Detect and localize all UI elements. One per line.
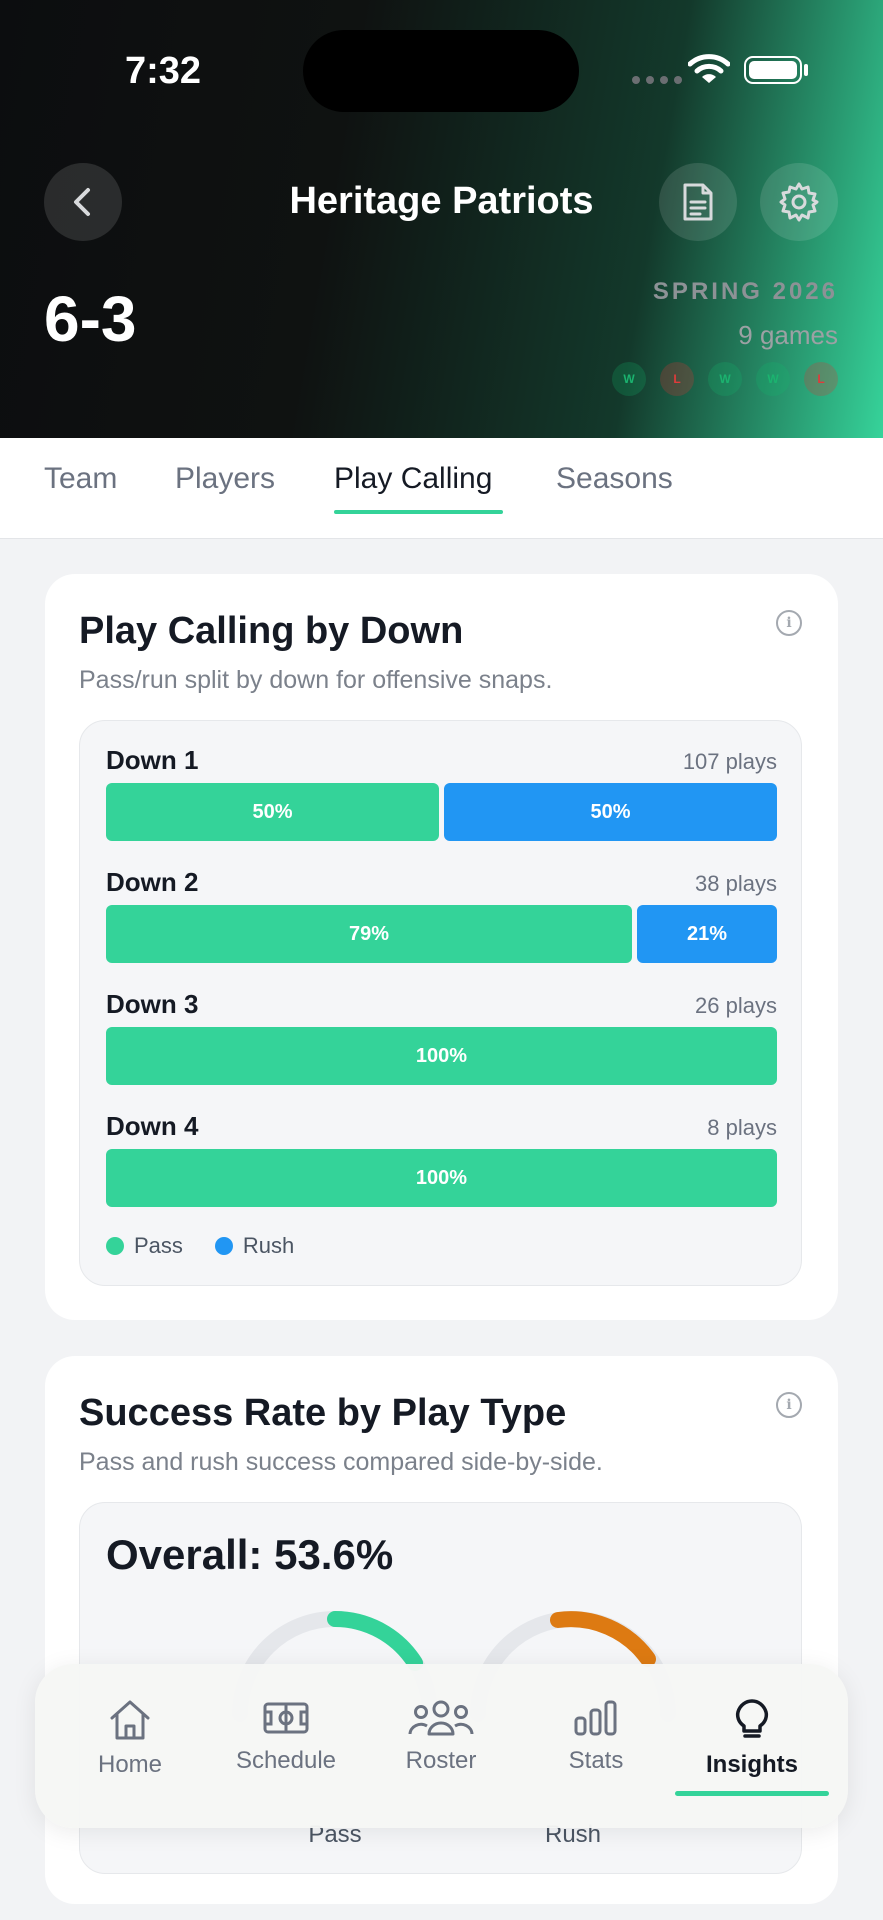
games-count: 9 games: [738, 320, 838, 350]
nav-home[interactable]: Home: [55, 1698, 205, 1779]
overall-success-rate: Overall: 53.6%: [106, 1531, 394, 1578]
bottom-tab-bar: Home Schedule Roster Stats: [35, 1664, 848, 1828]
info-icon[interactable]: i: [776, 1392, 802, 1418]
tab-team[interactable]: Team: [44, 462, 118, 495]
card-title: Success Rate by Play Type: [79, 1392, 567, 1434]
chart-legend: Pass Rush: [106, 1233, 294, 1259]
pass-bar: 100%: [106, 1027, 777, 1085]
pass-legend-dot: [106, 1237, 124, 1255]
nav-schedule[interactable]: Schedule: [211, 1698, 361, 1775]
play-calling-card: Play Calling by Down i Pass/run split by…: [45, 574, 838, 1320]
settings-button[interactable]: [760, 163, 838, 241]
nav-label: Stats: [568, 1747, 624, 1774]
down-label: Down 2: [106, 867, 199, 897]
chevron-left-icon: [74, 188, 90, 216]
active-nav-indicator: [675, 1791, 829, 1796]
active-tab-indicator: [334, 510, 503, 514]
lightbulb-icon: [735, 1699, 769, 1738]
field-icon: [263, 1702, 309, 1734]
result-pill: W: [708, 362, 742, 396]
nav-stats[interactable]: Stats: [521, 1698, 671, 1775]
legend-rush-label: Rush: [242, 1233, 295, 1258]
nav-label: Home: [97, 1751, 163, 1778]
back-button[interactable]: [44, 163, 122, 241]
card-title: Play Calling by Down: [79, 610, 464, 652]
card-subtitle: Pass/run split by down for offensive sna…: [79, 666, 553, 694]
status-time: 7:32: [125, 50, 202, 92]
nav-label: Insights: [705, 1751, 798, 1778]
tab-play-calling[interactable]: Play Calling: [334, 462, 493, 495]
season-label: SPRING 2026: [652, 278, 838, 305]
nav-roster[interactable]: Roster: [366, 1698, 516, 1775]
team-record: 6-3: [44, 283, 137, 355]
result-pill: W: [612, 362, 646, 396]
plays-count: 38 plays: [695, 871, 777, 896]
wifi-icon: [688, 54, 730, 83]
legend-pass-label: Pass: [134, 1233, 183, 1258]
info-icon[interactable]: i: [776, 610, 802, 636]
down-label: Down 4: [106, 1111, 199, 1141]
tab-players[interactable]: Players: [175, 462, 276, 495]
nav-insights[interactable]: Insights: [677, 1698, 827, 1779]
result-pill: L: [660, 362, 694, 396]
down-label: Down 3: [106, 989, 199, 1019]
pass-bar: 79%: [106, 905, 632, 963]
gear-icon: [779, 182, 819, 222]
plays-count: 26 plays: [695, 993, 777, 1018]
people-icon: [408, 1700, 474, 1736]
plays-count: 107 plays: [682, 749, 777, 774]
tab-seasons[interactable]: Seasons: [556, 462, 673, 495]
rush-legend-dot: [214, 1237, 233, 1255]
pass-bar: 50%: [106, 783, 439, 841]
result-pill: W: [756, 362, 790, 396]
battery-icon: [744, 56, 802, 84]
card-subtitle: Pass and rush success compared side-by-s…: [79, 1448, 603, 1476]
report-button[interactable]: [659, 163, 737, 241]
result-pill: L: [804, 362, 838, 396]
bar-chart-icon: [574, 1700, 617, 1736]
nav-label: Schedule: [235, 1747, 337, 1774]
down-breakdown-panel: Down 1 107 plays 50% 50% Down 2 38 plays…: [79, 720, 802, 1286]
team-title: Heritage Patriots: [289, 180, 594, 222]
rush-bar: 21%: [637, 905, 777, 963]
team-header: 7:32 Heritage Patriots 6-3 SPRING 2026 9…: [0, 0, 883, 438]
document-icon: [683, 183, 713, 221]
section-tabs: Team Players Play Calling Seasons: [0, 438, 883, 539]
dynamic-island: [303, 30, 579, 112]
pass-bar: 100%: [106, 1149, 777, 1207]
rush-bar: 50%: [444, 783, 777, 841]
recent-results: W L W W L: [612, 362, 838, 396]
home-icon: [110, 1700, 150, 1740]
plays-count: 8 plays: [707, 1115, 777, 1140]
nav-label: Roster: [405, 1747, 477, 1774]
cellular-signal-icon: [632, 76, 682, 84]
down-label: Down 1: [106, 745, 199, 775]
